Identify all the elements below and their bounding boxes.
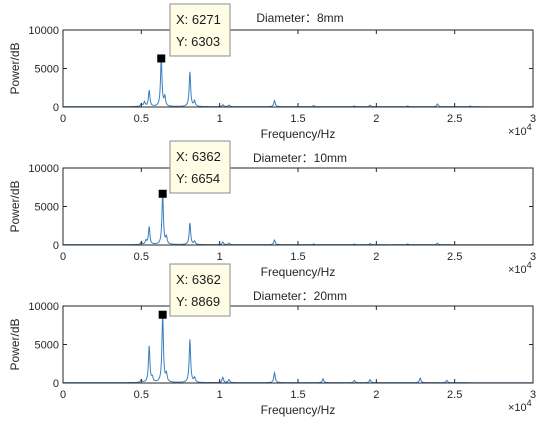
- x-tick-label: 2.5: [447, 389, 462, 401]
- datatip-x: X: 6362: [176, 149, 221, 164]
- spectrum-line: [63, 58, 533, 108]
- axes-box: [62, 305, 534, 384]
- x-tick-label: 0: [60, 251, 66, 263]
- x-tick-label: 1: [217, 113, 223, 125]
- y-tick-label: 0: [53, 378, 59, 390]
- subplot-2: 0 0.5 1 1.5 2 2.5 3 0 5000 10000 Frequency/Hz Power…: [8, 140, 536, 279]
- datatip-x: X: 6362: [176, 272, 221, 287]
- x-tick-label: 1.5: [290, 389, 305, 401]
- axes-box: [62, 167, 534, 246]
- x-tick-label: 2: [373, 251, 379, 263]
- datatip-x: X: 6271: [176, 12, 221, 27]
- subplot-1: 0 0.5 1 1.5 2 2.5 3 0 5000 10000 Frequency/Hz Power…: [8, 3, 536, 141]
- x-axis-label: Frequency/Hz: [261, 403, 336, 417]
- y-axis-label: Power/dB: [8, 180, 22, 232]
- datatip-y: Y: 8869: [176, 294, 220, 309]
- y-axis-label: Power/dB: [8, 42, 22, 94]
- subplot-3: 0 0.5 1 1.5 2 2.5 3 0 5000 10000 Frequency/Hz Power…: [8, 263, 536, 417]
- x-tick-label: 3: [530, 251, 536, 263]
- y-tick-label: 10000: [28, 163, 59, 175]
- subplot-title: Diameter：20mm: [253, 289, 347, 303]
- y-axis-label: Power/dB: [8, 318, 22, 370]
- x-axis-multiplier: ×104: [508, 398, 532, 414]
- x-axis-label: Frequency/Hz: [261, 265, 336, 279]
- datatip-marker: [157, 54, 166, 63]
- x-tick-label: 2.5: [447, 113, 462, 125]
- x-tick-label: 1.5: [290, 113, 305, 125]
- y-tick-label: 5000: [35, 202, 59, 214]
- x-tick-label: 0: [60, 113, 66, 125]
- y-tick-label: 5000: [35, 64, 59, 76]
- x-axis-multiplier-exponent: 4: [527, 398, 532, 408]
- x-tick-label: 1: [217, 251, 223, 263]
- x-axis-label: Frequency/Hz: [261, 127, 336, 141]
- subplot-title: Diameter：10mm: [253, 151, 347, 165]
- x-tick-label: 0.5: [134, 389, 149, 401]
- x-tick-label: 2.5: [447, 251, 462, 263]
- y-tick-label: 10000: [28, 25, 59, 37]
- x-axis-multiplier-exponent: 4: [527, 122, 532, 132]
- y-tick-label: 10000: [28, 301, 59, 313]
- datatip-box: [169, 140, 231, 194]
- x-axis-multiplier: ×104: [508, 122, 532, 138]
- x-axis-multiplier: ×104: [508, 260, 532, 276]
- x-tick-label: 3: [530, 113, 536, 125]
- spectrum-line: [63, 193, 533, 246]
- x-axis-multiplier-exponent: 4: [527, 260, 532, 270]
- x-tick-label: 2: [373, 113, 379, 125]
- y-tick-label: 0: [53, 240, 59, 252]
- subplot-title: Diameter：8mm: [256, 11, 343, 25]
- axes-box: [62, 29, 534, 108]
- datatip-box: [169, 3, 231, 57]
- x-tick-label: 0.5: [134, 251, 149, 263]
- x-tick-label: 1: [217, 389, 223, 401]
- datatip-marker: [158, 189, 167, 198]
- y-tick-label: 0: [53, 102, 59, 114]
- spectrum-line: [63, 313, 533, 384]
- datatip-marker: [158, 310, 167, 319]
- datatip-y: Y: 6303: [176, 34, 220, 49]
- datatip-y: Y: 6654: [176, 171, 220, 186]
- x-tick-label: 2: [373, 389, 379, 401]
- x-tick-label: 3: [530, 389, 536, 401]
- x-tick-label: 0: [60, 389, 66, 401]
- y-tick-label: 5000: [35, 340, 59, 352]
- datatip-box: [169, 263, 231, 317]
- x-tick-label: 0.5: [134, 113, 149, 125]
- x-tick-label: 1.5: [290, 251, 305, 263]
